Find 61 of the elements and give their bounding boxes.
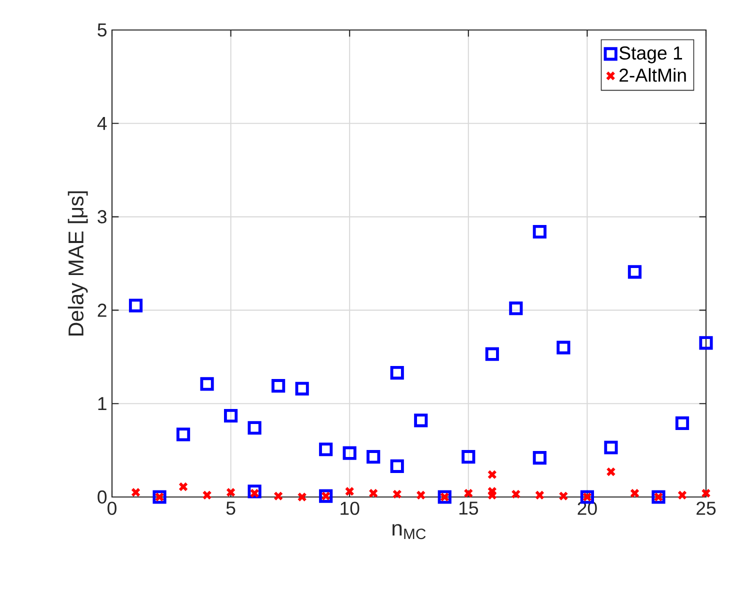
point — [130, 488, 141, 498]
point — [297, 492, 307, 502]
point — [366, 450, 380, 464]
point — [487, 486, 497, 496]
point — [319, 442, 333, 456]
point — [342, 446, 356, 460]
point — [464, 488, 474, 498]
point — [509, 302, 523, 316]
point — [390, 366, 404, 380]
y-tick-label: 4 — [97, 116, 107, 130]
point — [485, 347, 499, 361]
point — [558, 491, 568, 501]
legend-label: 2-AltMin — [620, 68, 686, 82]
y-tick-label: 5 — [98, 23, 107, 37]
x-tick-label: 10 — [340, 502, 360, 515]
point — [628, 265, 642, 279]
y-axis-title: Delay MAE [μs] — [68, 191, 88, 336]
point — [414, 414, 428, 428]
point — [677, 490, 688, 500]
point — [202, 490, 212, 500]
point — [701, 488, 711, 498]
point — [604, 440, 618, 454]
point — [462, 450, 476, 464]
point — [274, 491, 284, 501]
x-axis-title: n$_{MC}$ — [392, 524, 426, 540]
point — [178, 482, 188, 492]
point — [630, 488, 640, 498]
point — [487, 470, 497, 480]
point — [344, 486, 354, 496]
point — [699, 336, 713, 350]
point — [534, 490, 544, 500]
point — [224, 408, 238, 423]
x-tick-label: 25 — [696, 502, 716, 515]
y-tick-label: 2 — [98, 304, 106, 317]
point — [392, 489, 402, 499]
point — [390, 459, 404, 473]
point — [532, 224, 546, 239]
x-tick-label: 15 — [459, 502, 478, 515]
point — [226, 488, 236, 498]
point — [248, 484, 262, 498]
point — [200, 377, 214, 391]
point — [128, 298, 143, 312]
point — [511, 489, 521, 499]
legend-label: Stage 1 — [619, 46, 682, 64]
point — [487, 490, 497, 500]
x-tick-label: 5 — [226, 502, 236, 515]
point — [416, 490, 426, 500]
point — [532, 450, 546, 465]
point — [295, 382, 309, 396]
point — [606, 467, 616, 477]
point — [675, 416, 690, 430]
point — [176, 428, 190, 442]
point — [368, 488, 378, 498]
point — [272, 379, 286, 393]
y-tick-label: 1 — [98, 397, 106, 410]
y-tick-label: 3 — [98, 210, 106, 224]
point — [250, 488, 260, 498]
x-tick-label: 0 — [108, 502, 116, 515]
point — [248, 421, 262, 435]
y-tick-label: 0 — [98, 490, 107, 504]
point — [556, 340, 570, 354]
